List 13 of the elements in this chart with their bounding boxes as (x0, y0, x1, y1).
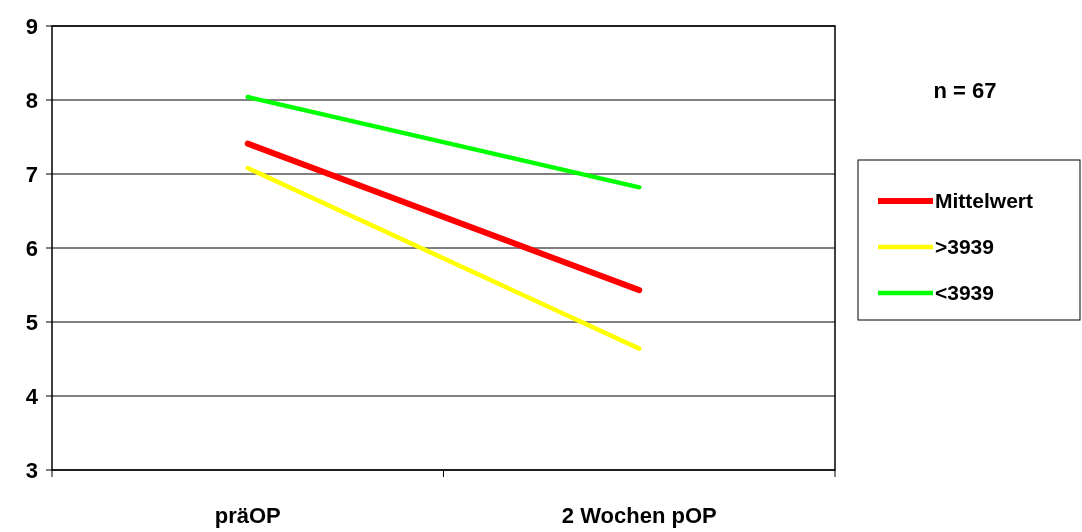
legend-label: <3939 (935, 281, 994, 305)
legend-label: Mittelwert (935, 189, 1034, 213)
y-tick-label: 7 (25, 161, 38, 187)
y-tick-label: 5 (25, 309, 38, 335)
y-tick-label: 3 (25, 457, 38, 483)
y-tick-label: 8 (25, 87, 38, 113)
x-tick-label: präOP (214, 503, 281, 528)
y-tick-label: 9 (25, 13, 38, 39)
x-tick-label: 2 Wochen pOP (561, 503, 717, 528)
text: n = 67 (933, 77, 997, 103)
y-tick-label: 4 (25, 383, 39, 409)
legend-label: >3939 (935, 235, 994, 259)
y-tick-label: 6 (25, 235, 38, 261)
